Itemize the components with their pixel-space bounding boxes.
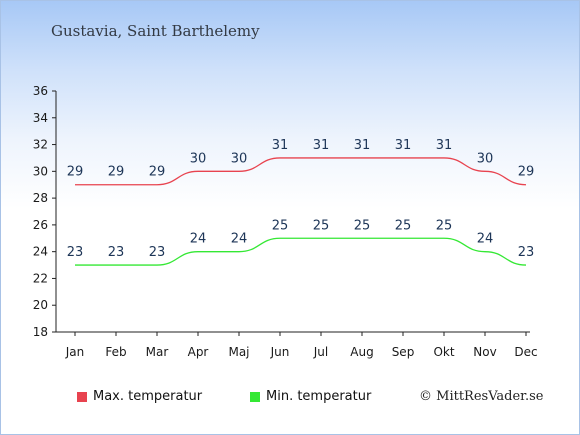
data-label-min-feb: 23 — [108, 245, 125, 260]
y-tick-label-34: 34 — [33, 111, 48, 125]
data-label-min-maj: 24 — [231, 232, 248, 247]
data-label-max-jun: 31 — [272, 138, 289, 153]
x-tick-label-feb: Feb — [105, 345, 126, 359]
data-label-max-aug: 31 — [354, 138, 371, 153]
data-label-min-okt: 25 — [436, 218, 453, 233]
data-label-max-jan: 29 — [67, 165, 84, 180]
data-label-max-maj: 30 — [231, 151, 248, 166]
chart-title: Gustavia, Saint Barthelemy — [51, 22, 260, 40]
y-tick-label-32: 32 — [33, 138, 48, 152]
data-label-max-apr: 30 — [190, 151, 207, 166]
data-label-max-nov: 30 — [477, 151, 494, 166]
data-label-min-aug: 25 — [354, 218, 371, 233]
data-label-min-sep: 25 — [395, 218, 412, 233]
data-label-min-nov: 24 — [477, 232, 494, 247]
legend-item-max: Max. temperatur — [77, 389, 202, 404]
legend-label-min: Min. temperatur — [266, 389, 372, 404]
data-label-min-mar: 23 — [149, 245, 166, 260]
data-label-min-jun: 25 — [272, 218, 289, 233]
copyright-text: © MittResVader.se — [419, 389, 544, 404]
x-tick-label-dec: Dec — [514, 345, 537, 359]
y-tick-label-20: 20 — [33, 298, 48, 312]
data-label-max-mar: 29 — [149, 165, 166, 180]
x-tick-label-jan: Jan — [65, 345, 85, 359]
legend: Max. temperatur Min. temperatur — [1, 389, 579, 409]
data-label-max-sep: 31 — [395, 138, 412, 153]
x-tick-label-mar: Mar — [146, 345, 169, 359]
y-tick-label-24: 24 — [33, 245, 48, 259]
legend-item-min: Min. temperatur — [250, 389, 371, 404]
legend-label-max: Max. temperatur — [93, 389, 203, 404]
x-tick-label-maj: Maj — [228, 345, 249, 359]
y-tick-label-22: 22 — [33, 271, 48, 285]
y-tick-label-28: 28 — [33, 191, 48, 205]
y-tick-label-18: 18 — [33, 325, 48, 339]
x-tick-label-sep: Sep — [392, 345, 415, 359]
series-line-max — [74, 157, 527, 186]
data-label-min-apr: 24 — [190, 232, 207, 247]
y-tick-label-36: 36 — [33, 84, 48, 98]
data-label-min-jan: 23 — [67, 245, 84, 260]
data-label-min-jul: 25 — [313, 218, 330, 233]
x-tick-label-jul: Jul — [313, 345, 328, 359]
x-tick-label-okt: Okt — [433, 345, 454, 359]
data-label-max-feb: 29 — [108, 165, 125, 180]
x-tick-label-apr: Apr — [188, 345, 209, 359]
legend-swatch-max — [77, 391, 87, 402]
x-tick-label-nov: Nov — [473, 345, 496, 359]
data-label-max-dec: 29 — [518, 165, 535, 180]
y-tick-label-30: 30 — [33, 164, 48, 178]
data-label-max-jul: 31 — [313, 138, 330, 153]
y-tick-label-26: 26 — [33, 218, 48, 232]
x-tick-label-aug: Aug — [350, 345, 373, 359]
data-label-max-okt: 31 — [436, 138, 453, 153]
data-label-min-dec: 23 — [518, 245, 535, 260]
legend-swatch-min — [250, 391, 260, 402]
series-line-min — [75, 237, 527, 266]
x-tick-label-jun: Jun — [270, 345, 290, 359]
